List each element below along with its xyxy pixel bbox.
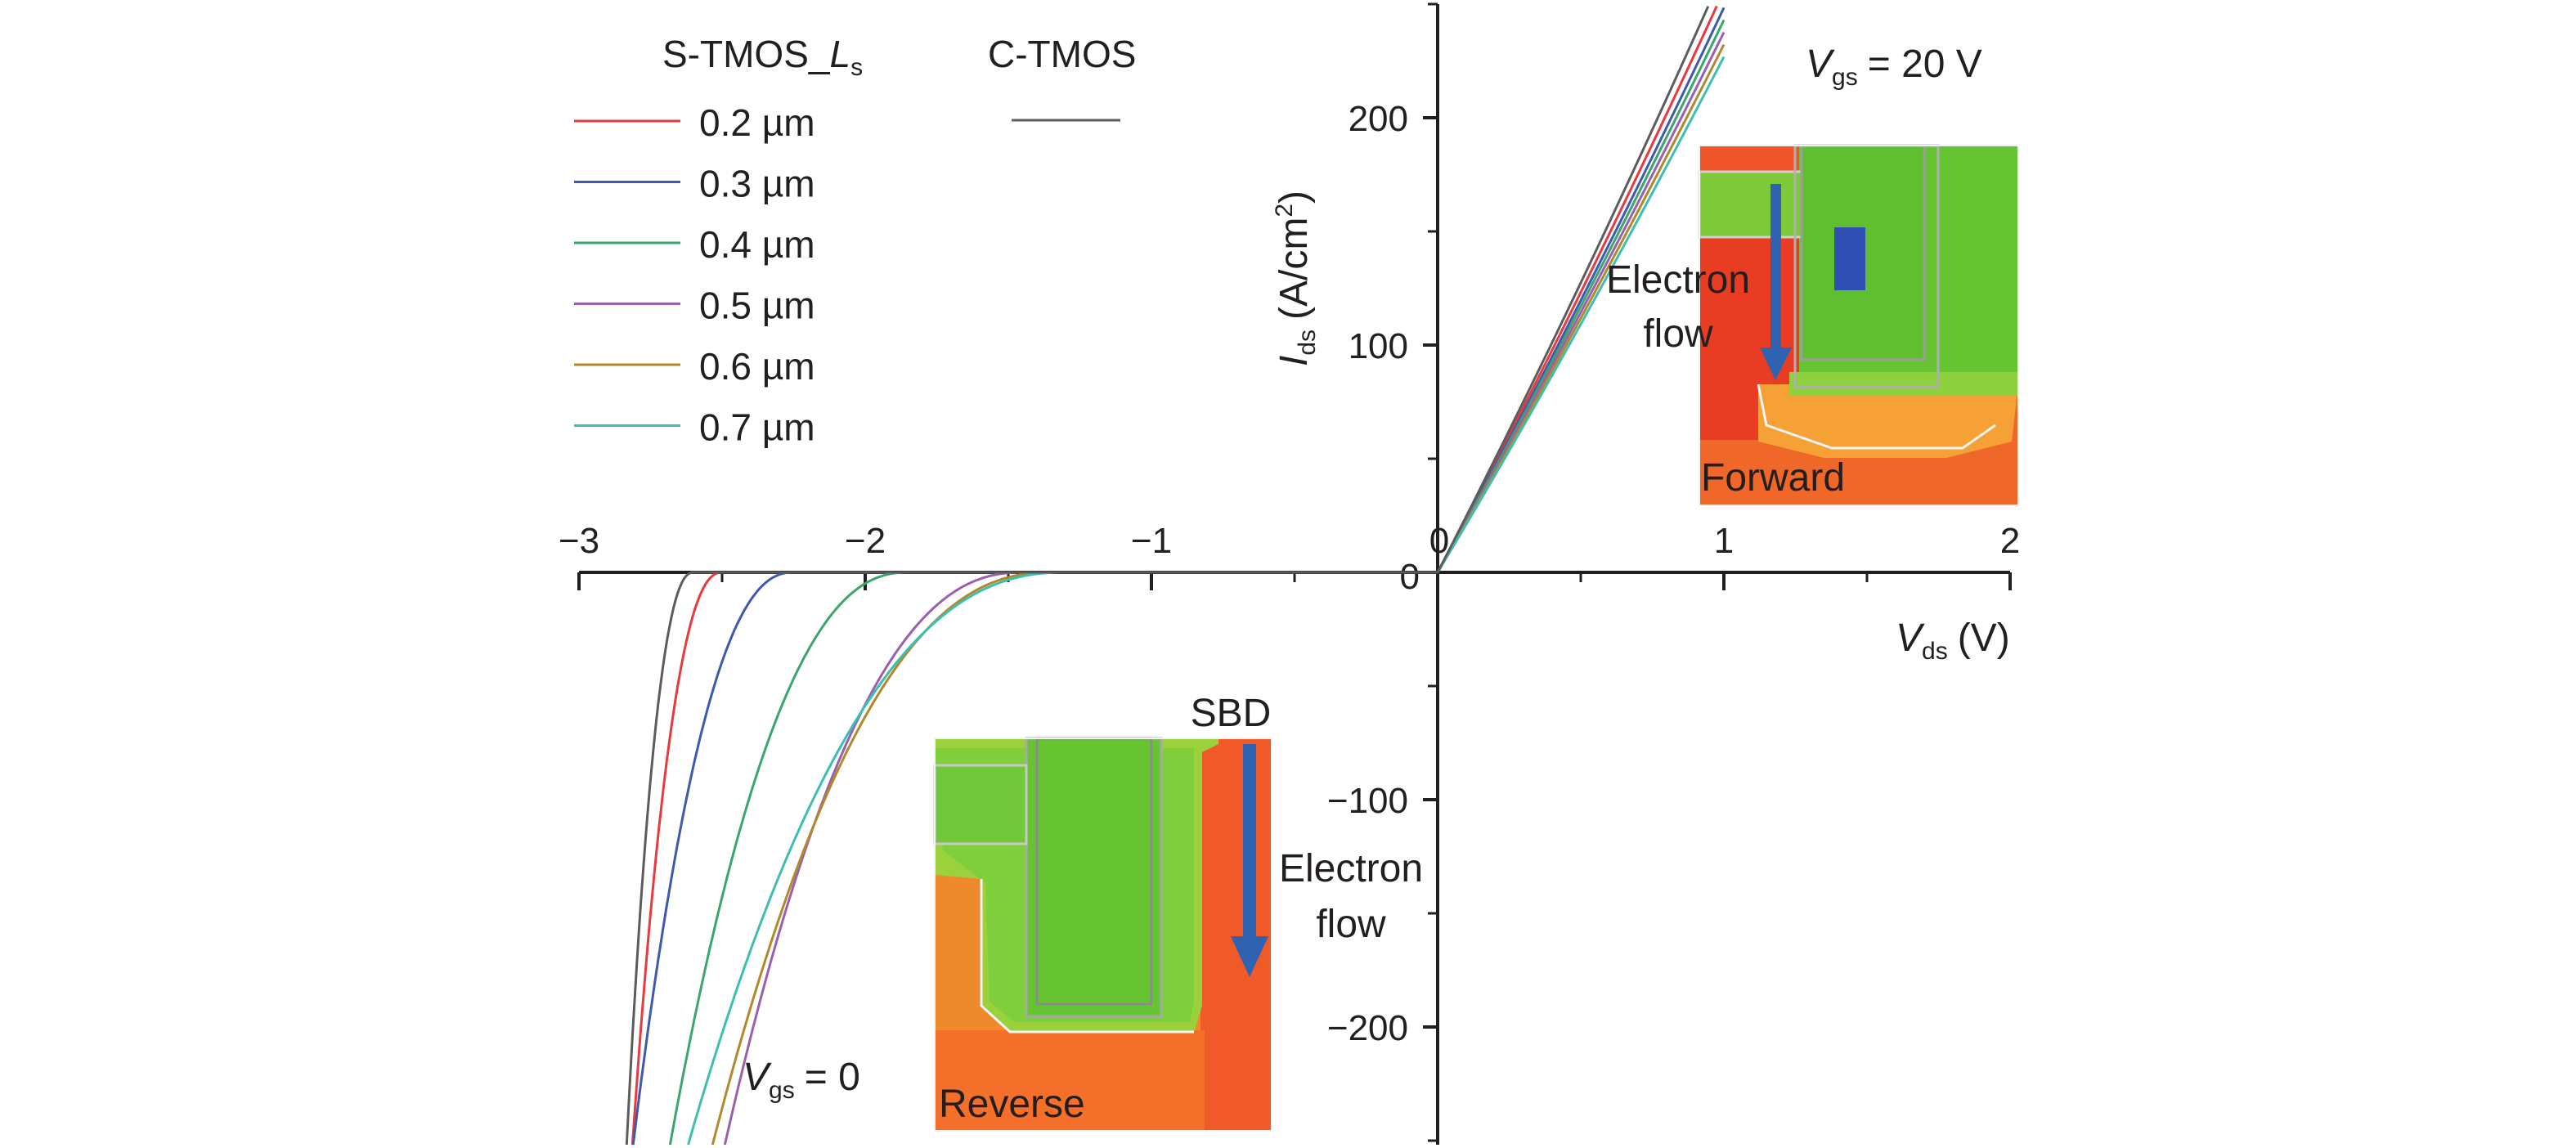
- legend-label-5: 0.7 µm: [699, 406, 815, 449]
- legend-label-2: 0.4 µm: [699, 223, 815, 266]
- forward-electron-flow-label: Electron: [1606, 258, 1750, 302]
- legend-label-3: 0.5 µm: [699, 285, 815, 327]
- x-tick-label-0: −3: [559, 521, 599, 561]
- sbd-label: SBD: [1191, 692, 1272, 735]
- vgs-forward-label: Vgs = 20 V: [1806, 43, 1982, 91]
- reverse-curve-6: [625, 571, 1438, 1146]
- legend-label-4: 0.6 µm: [699, 345, 815, 388]
- forward-electron-flow-arrow: [1760, 184, 1792, 380]
- reverse-electron-flow-arrow: [1231, 744, 1268, 977]
- reverse-electron-flow-label: Electron: [1279, 847, 1423, 890]
- y-tick-label-2: 0: [1400, 557, 1420, 597]
- forward-inset-label: Forward: [1701, 456, 1845, 500]
- x-tick-label-2: −1: [1131, 521, 1172, 561]
- y-tick-label-4: −200: [1327, 1008, 1408, 1048]
- y-axis: 200 100 0 −100 −200: [1327, 2, 1439, 1145]
- reverse-inset: [933, 737, 1272, 1132]
- y-tick-label-1: 100: [1349, 326, 1408, 366]
- legend-header-c-tmos: C-TMOS: [988, 33, 1136, 75]
- legend-header-s-tmos: S-TMOS_Ls: [662, 33, 863, 81]
- x-tick-label-4: 1: [1714, 521, 1734, 561]
- y-tick-label-0: 200: [1349, 99, 1408, 139]
- legend-label-1: 0.3 µm: [699, 163, 815, 205]
- forward-curve-5: [1436, 56, 1726, 573]
- legend: S-TMOS_Ls C-TMOS 0.2 µm 0.3 µm 0.4 µm 0.5 µ…: [574, 33, 1136, 449]
- y-axis-title: Ids(A/cm2): [1271, 191, 1321, 366]
- forward-curve-0: [1436, 5, 1718, 573]
- forward-curve-6: [1436, 6, 1710, 573]
- reverse-electron-flow-label-2: flow: [1316, 903, 1386, 946]
- forward-electron-flow-label-2: flow: [1643, 312, 1713, 356]
- series-lines: [625, 5, 1726, 1146]
- reverse-inset-label: Reverse: [939, 1083, 1085, 1126]
- x-tick-label-1: −2: [845, 521, 886, 561]
- forward-inset: [1698, 144, 2019, 506]
- x-tick-label-5: 2: [2000, 521, 2020, 561]
- x-axis: −3−2−1012: [559, 521, 2020, 590]
- y-tick-label-3: −100: [1327, 781, 1408, 821]
- x-axis-title: Vds (V): [1896, 617, 2010, 665]
- vgs-reverse-label: Vgs = 0: [743, 1056, 860, 1104]
- legend-label-0: 0.2 µm: [699, 101, 815, 144]
